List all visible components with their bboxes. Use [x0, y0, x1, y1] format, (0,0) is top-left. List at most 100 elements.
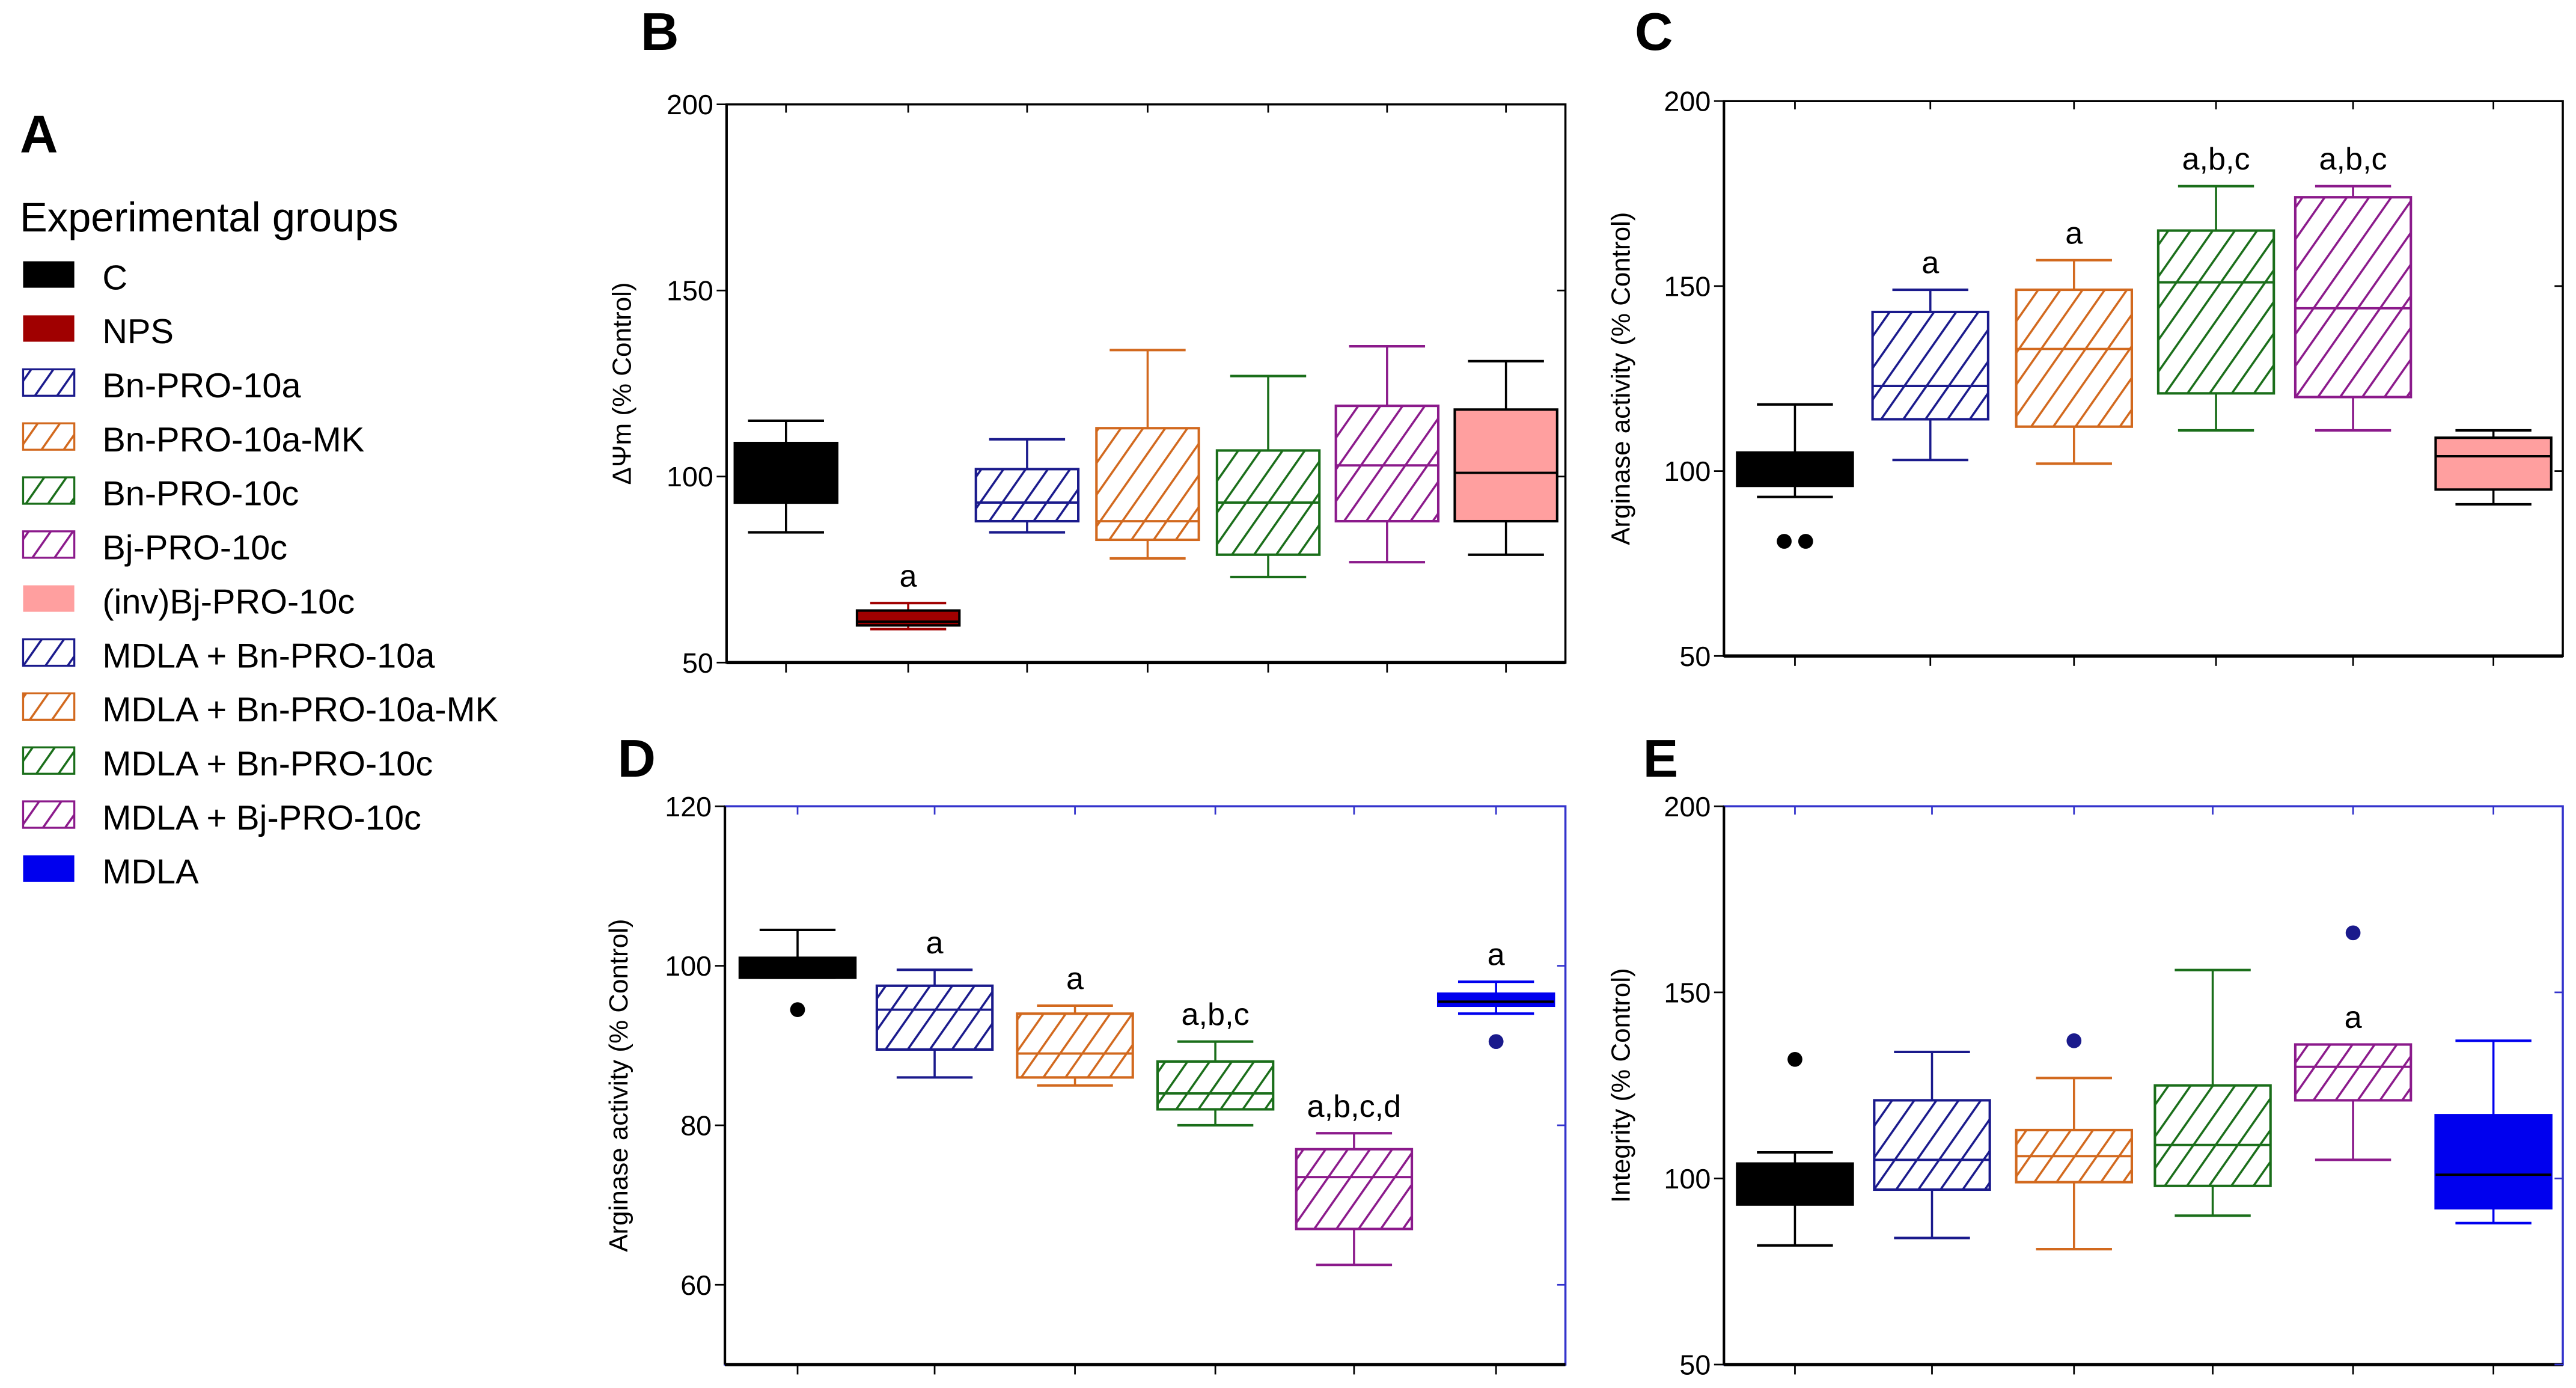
- y-tick-label: 100: [1664, 456, 1711, 487]
- legend-label: Bj-PRO-10c: [102, 529, 287, 567]
- significance-label: a: [900, 559, 918, 594]
- plot-frame: [1723, 100, 2564, 658]
- box-iqr: [738, 956, 857, 979]
- panel-letter: D: [618, 729, 656, 788]
- box-c: [1736, 806, 1854, 1375]
- legend-label: Bn-PRO-10a-MK: [102, 421, 364, 459]
- box-iqr: [1156, 1060, 1275, 1111]
- significance-label: a,b,c: [2319, 142, 2387, 177]
- panel-letter: E: [1643, 729, 1679, 788]
- legend-item: C: [23, 258, 127, 297]
- y-tick-label: 100: [1664, 1163, 1711, 1194]
- box-mdla-bn-pro-10a: [1873, 806, 1991, 1375]
- legend-label: (inv)Bj-PRO-10c: [102, 582, 355, 621]
- significance-label: a,b,c: [1182, 997, 1250, 1032]
- box-iqr: [1436, 992, 1555, 1007]
- legend-item: MDLA + Bn-PRO-10a-MK: [22, 691, 498, 729]
- y-tick-label: 50: [682, 647, 713, 679]
- box-mdla-bj-pro-10c: a: [2294, 806, 2413, 1375]
- box-c: [738, 806, 857, 1375]
- box-bn-pro-10c: [1215, 104, 1321, 673]
- box-bn-pro-10a-mk: [1095, 104, 1200, 673]
- panel-letter-a: A: [20, 104, 58, 164]
- box-bn-pro-10c: a,b,c: [2156, 101, 2275, 666]
- box-mdla: [2434, 806, 2553, 1375]
- legend-item: MDLA + Bn-PRO-10a: [22, 637, 435, 675]
- box-iqr: [2294, 196, 2413, 399]
- box-c: [1736, 101, 1854, 666]
- chart-panel-b: B 50 100 150 200 ΔΨm (% Control) a: [608, 2, 1567, 679]
- legend-item: MDLA + Bj-PRO-10c: [22, 799, 421, 837]
- legend-item: NPS: [23, 313, 174, 351]
- box-c: [733, 104, 839, 673]
- box-iqr: [1453, 408, 1558, 523]
- chart-panel-d: D 60 80 100 120 Arginase activity (% Control)…: [604, 729, 1567, 1375]
- legend-swatch: [23, 261, 75, 288]
- legend-label: MDLA + Bn-PRO-10a: [102, 637, 435, 675]
- legend-item: MDLA + Bn-PRO-10c: [22, 745, 433, 783]
- legend-swatch: [23, 585, 75, 612]
- legend-panel-a: A Experimental groups C NPS Bn-PRO-10a Bn-P…: [20, 104, 498, 891]
- legend-swatch: [22, 368, 76, 397]
- legend-label: Bn-PRO-10a: [102, 367, 301, 405]
- y-axis-label: Arginase activity (% Control): [604, 919, 633, 1252]
- chart-panel-c: C 50 100 150 200 Arginase activity (% Control…: [1607, 2, 2564, 672]
- legend-swatch: [22, 800, 76, 829]
- box-iqr: [1016, 1012, 1134, 1079]
- legend-item: Bn-PRO-10a-MK: [22, 421, 364, 459]
- box-iqr: [875, 984, 994, 1051]
- box-mdla-bn-pro-10c: a,b,c: [1156, 806, 1275, 1375]
- legend-label: Bn-PRO-10c: [102, 475, 299, 513]
- outlier-point: [2345, 925, 2361, 941]
- outlier-point: [1798, 534, 1813, 549]
- box-iqr: [2434, 436, 2553, 491]
- y-axis-label: Arginase activity (% Control): [1607, 212, 1636, 545]
- legend-item: Bj-PRO-10c: [22, 529, 287, 567]
- box-iqr: [1095, 427, 1200, 542]
- box-iqr: [1295, 1148, 1414, 1231]
- legend-label: NPS: [102, 313, 174, 351]
- outlier-point: [2066, 1033, 2082, 1048]
- box-iqr: [2294, 1043, 2413, 1102]
- legend-swatch: [23, 855, 75, 882]
- box-bn-pro-10a: a: [1871, 101, 1989, 666]
- box-mdla-bn-pro-10a: a: [875, 806, 994, 1375]
- box-iqr: [733, 441, 839, 504]
- plot-frame: [1723, 805, 2564, 1366]
- box--inv-bj-pro-10c: [1453, 104, 1558, 673]
- legend-label: C: [102, 258, 127, 297]
- box-iqr: [1873, 1099, 1991, 1191]
- outlier-point: [1787, 1051, 1802, 1067]
- y-tick-label: 50: [1679, 1349, 1711, 1380]
- y-tick-label: 150: [1664, 271, 1711, 302]
- plot-frame: [724, 805, 1567, 1366]
- legend-label: MDLA + Bn-PRO-10c: [102, 745, 433, 783]
- y-tick-label: 120: [665, 791, 712, 822]
- plot-frame: [725, 103, 1567, 664]
- box-iqr: [2156, 229, 2275, 395]
- legend-swatch: [22, 476, 76, 505]
- box-bn-pro-10a-mk: a: [2015, 101, 2134, 666]
- significance-label: a: [1488, 938, 1506, 973]
- y-tick-label: 50: [1679, 641, 1711, 672]
- box-iqr: [2434, 1114, 2553, 1210]
- outlier-point: [790, 1002, 805, 1017]
- outlier-point: [1488, 1034, 1504, 1050]
- significance-label: a,b,c,d: [1307, 1089, 1402, 1124]
- chart-panel-e: E 50 100 150 200 Integrity (% Control) a: [1607, 729, 2564, 1380]
- box-mdla-bn-pro-10a-mk: a: [1016, 806, 1134, 1375]
- box-bj-pro-10c: a,b,c: [2294, 101, 2413, 666]
- outlier-point: [1777, 534, 1792, 549]
- legend-item: MDLA: [23, 853, 199, 891]
- legend-swatch: [22, 422, 76, 451]
- panel-letter: C: [1635, 2, 1673, 61]
- legend-title: Experimental groups: [20, 194, 398, 240]
- y-tick-label: 80: [680, 1110, 712, 1141]
- legend-swatch: [23, 315, 75, 342]
- y-tick-label: 150: [667, 275, 713, 307]
- legend-item: Bn-PRO-10c: [22, 475, 299, 513]
- legend-label: MDLA + Bj-PRO-10c: [102, 799, 421, 837]
- panel-letter: B: [641, 2, 679, 61]
- y-tick-label: 200: [667, 89, 713, 120]
